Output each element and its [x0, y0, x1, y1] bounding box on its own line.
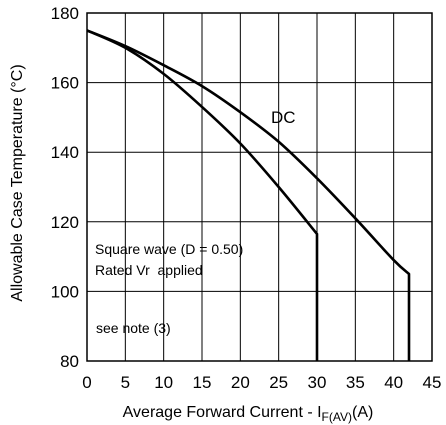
series-line-dc [86, 29, 411, 361]
y-tick-label: 100 [51, 282, 79, 301]
x-tick-labels: 0 5 10 15 20 25 30 35 40 45 [82, 373, 441, 392]
x-tick-label: 10 [154, 373, 173, 392]
annotation-rated-vr: Rated Vr applied [95, 262, 203, 278]
x-tick-label: 15 [193, 373, 212, 392]
y-axis-title: Allowable Case Temperature (°C) [9, 64, 26, 301]
x-axis-title-subscript: F(AV) [322, 410, 352, 424]
x-tick-label: 35 [346, 373, 365, 392]
annotation-square-wave: Square wave (D = 0.50) [95, 241, 243, 257]
series-curves [86, 29, 411, 361]
y-tick-label: 120 [51, 213, 79, 232]
x-axis-title: Average Forward Current - IF(AV)(A) [123, 404, 374, 424]
y-tick-label: 80 [60, 352, 79, 371]
annotation-see-note: see note (3) [96, 320, 171, 336]
x-tick-label: 40 [384, 373, 403, 392]
y-tick-label: 180 [51, 4, 79, 23]
x-tick-label: 45 [423, 373, 442, 392]
y-tick-label: 160 [51, 74, 79, 93]
x-axis-title-unit: (A) [352, 404, 373, 421]
y-tick-labels: 80 100 120 140 160 180 [51, 4, 79, 371]
series-line-square-wave [86, 29, 319, 361]
annotation-dc: DC [271, 108, 296, 127]
x-tick-label: 20 [231, 373, 250, 392]
x-tick-label: 30 [308, 373, 327, 392]
x-axis-title-main: Average Forward Current - I [123, 404, 322, 421]
x-tick-label: 0 [82, 373, 91, 392]
x-tick-label: 25 [269, 373, 288, 392]
plot-frame [86, 12, 433, 362]
x-tick-label: 5 [121, 373, 130, 392]
y-tick-label: 140 [51, 143, 79, 162]
